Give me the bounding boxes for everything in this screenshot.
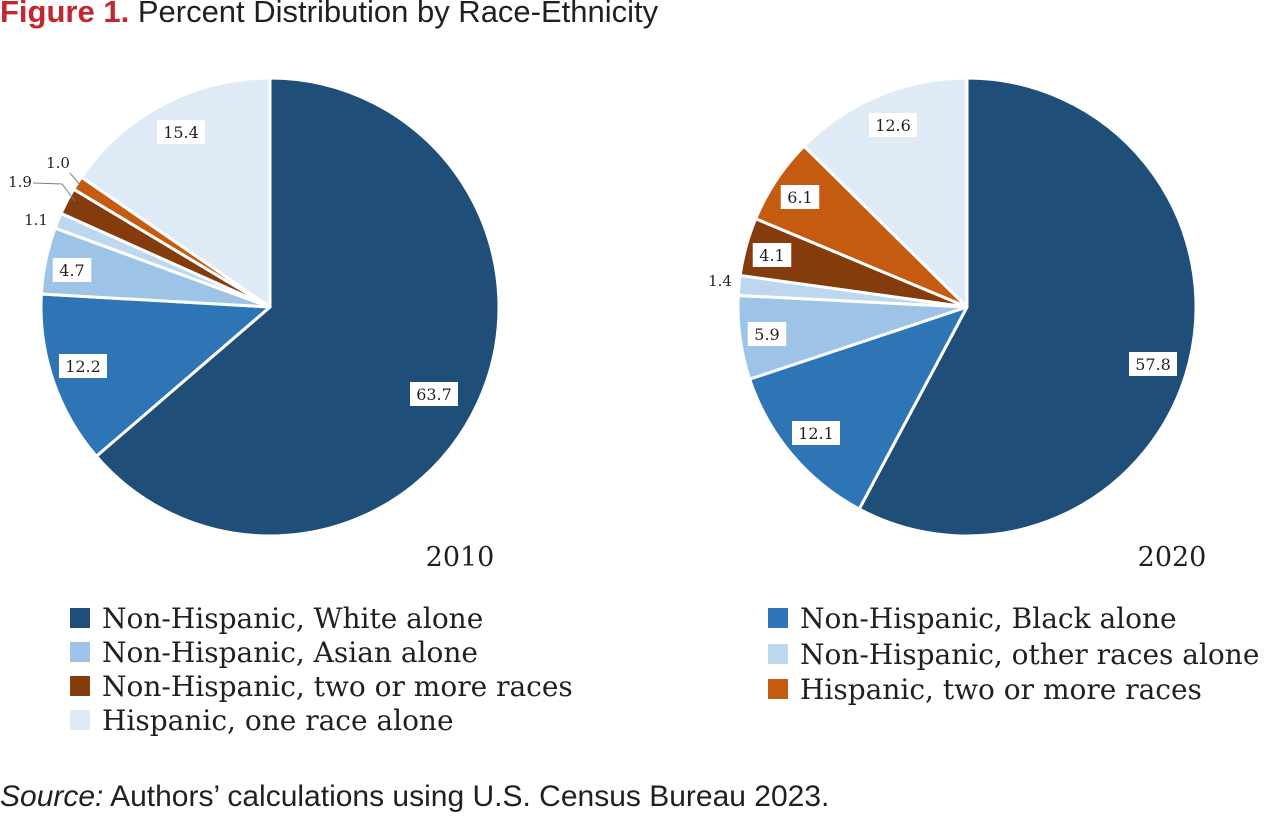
- legend-label: Non-Hispanic, two or more races: [102, 670, 573, 703]
- pie-chart-2010: 63.7 12.2 4.7 15.4 1.1 1.9 1.0 2010: [8, 76, 501, 573]
- legend-item-nh-white: Non-Hispanic, White alone: [70, 602, 483, 636]
- legend-item-nh-asian: Non-Hispanic, Asian alone: [70, 636, 478, 670]
- leader-line: [69, 172, 81, 186]
- pie-slice-2020-nh-black: [748, 305, 969, 511]
- legend-label: Non-Hispanic, Black alone: [800, 602, 1177, 635]
- data-label-2010-nh-asian: 4.7: [52, 258, 92, 282]
- legend-swatch-nh-asian: [70, 641, 90, 662]
- source-note: Source: Authors’ calculations using U.S.…: [0, 780, 829, 814]
- legend-item-nh-other: Non-Hispanic, other races alone: [768, 638, 1259, 672]
- source-label: Source:: [0, 780, 104, 813]
- pie-slice-2010-nh-white: [94, 76, 501, 538]
- data-label-text: 12.1: [798, 424, 834, 443]
- data-label-2020-h-two-or-more: 6.1: [780, 185, 820, 209]
- figure-title: Figure 1. Percent Distribution by Race-E…: [0, 0, 658, 30]
- legend-item-h-two-or-more: Hispanic, two or more races: [768, 673, 1202, 707]
- data-label-box: [52, 258, 92, 282]
- data-label-box: [157, 120, 205, 144]
- data-label-2020-h-one-race: 12.6: [869, 113, 917, 137]
- data-label-box: [869, 113, 917, 137]
- data-label-text: 1.9: [8, 173, 32, 191]
- data-label-2010-h-one-race: 15.4: [157, 120, 205, 144]
- data-label-2020-nh-asian: 5.9: [747, 322, 787, 346]
- data-label-text: 4.7: [59, 261, 84, 280]
- legend-swatch-nh-black: [768, 607, 788, 628]
- data-label-box: [410, 382, 458, 406]
- data-label-text: 12.2: [65, 357, 101, 376]
- data-label-text: 1.1: [24, 211, 48, 229]
- chart-year-label-2010: 2010: [426, 542, 495, 573]
- data-label-text: 4.1: [759, 246, 784, 265]
- outside-label-2020-nh-other: 1.4: [708, 272, 732, 290]
- data-label-2020-nh-black: 12.1: [792, 421, 840, 445]
- legend-label: Non-Hispanic, White alone: [102, 602, 484, 635]
- pie-slice-2010-nh-black: [39, 292, 272, 458]
- chart-year-label-2020: 2020: [1138, 542, 1207, 573]
- data-label-box: [780, 185, 820, 209]
- data-label-2020-nh-white: 57.8: [1129, 352, 1177, 376]
- data-label-box: [752, 243, 792, 267]
- data-label-2020-nh-two-or-more: 4.1: [752, 243, 792, 267]
- legend-swatch-h-two-or-more: [768, 678, 788, 699]
- figure-title-text: Percent Distribution by Race-Ethnicity: [137, 0, 659, 29]
- legend-item-nh-two-or-more: Non-Hispanic, two or more races: [70, 670, 573, 704]
- source-text: Authors’ calculations using U.S. Census …: [103, 780, 830, 813]
- legend-swatch-nh-white: [70, 607, 90, 628]
- data-label-box: [1129, 352, 1177, 376]
- legend-item-h-one-race: Hispanic, one race alone: [70, 704, 454, 738]
- legend-swatch-nh-two-or-more: [70, 675, 90, 696]
- legend-item-nh-black: Non-Hispanic, Black alone: [768, 602, 1177, 636]
- data-label-2010-nh-white: 63.7: [410, 382, 458, 406]
- leader-line: [32, 182, 76, 202]
- pie-slice-2020-nh-white: [857, 76, 1198, 538]
- pie-slice-2010-h-one-race: [79, 76, 272, 309]
- outside-label-2010-nh-two-or-more: 1.9: [8, 173, 76, 202]
- pie-chart-2020: 57.8 12.1 5.9 4.1 6.1 12.6 1.4 2020: [708, 76, 1207, 573]
- figure-label: Figure 1.: [0, 0, 130, 29]
- outside-label-2010-h-two-or-more: 1.0: [46, 154, 81, 186]
- data-label-text: 1.4: [708, 272, 732, 290]
- legend-label: Hispanic, two or more races: [800, 673, 1202, 706]
- data-label-text: 57.8: [1135, 355, 1171, 374]
- legend-label: Non-Hispanic, Asian alone: [102, 636, 478, 669]
- data-label-text: 1.0: [46, 154, 70, 172]
- data-label-text: 63.7: [416, 385, 452, 404]
- data-label-box: [792, 421, 840, 445]
- pie-slice-2020-h-one-race: [802, 76, 969, 309]
- legend-label: Hispanic, one race alone: [102, 704, 454, 737]
- data-label-text: 15.4: [163, 123, 199, 142]
- legend-swatch-h-one-race: [70, 709, 90, 730]
- outside-label-2010-nh-other: 1.1: [24, 211, 48, 229]
- data-label-box: [747, 322, 787, 346]
- data-label-text: 5.9: [754, 325, 779, 344]
- legend-swatch-nh-other: [768, 643, 788, 664]
- data-label-text: 6.1: [787, 188, 812, 207]
- data-label-text: 12.6: [875, 116, 911, 135]
- data-label-box: [59, 354, 107, 378]
- legend-label: Non-Hispanic, other races alone: [800, 638, 1260, 671]
- data-label-2010-nh-black: 12.2: [59, 354, 107, 378]
